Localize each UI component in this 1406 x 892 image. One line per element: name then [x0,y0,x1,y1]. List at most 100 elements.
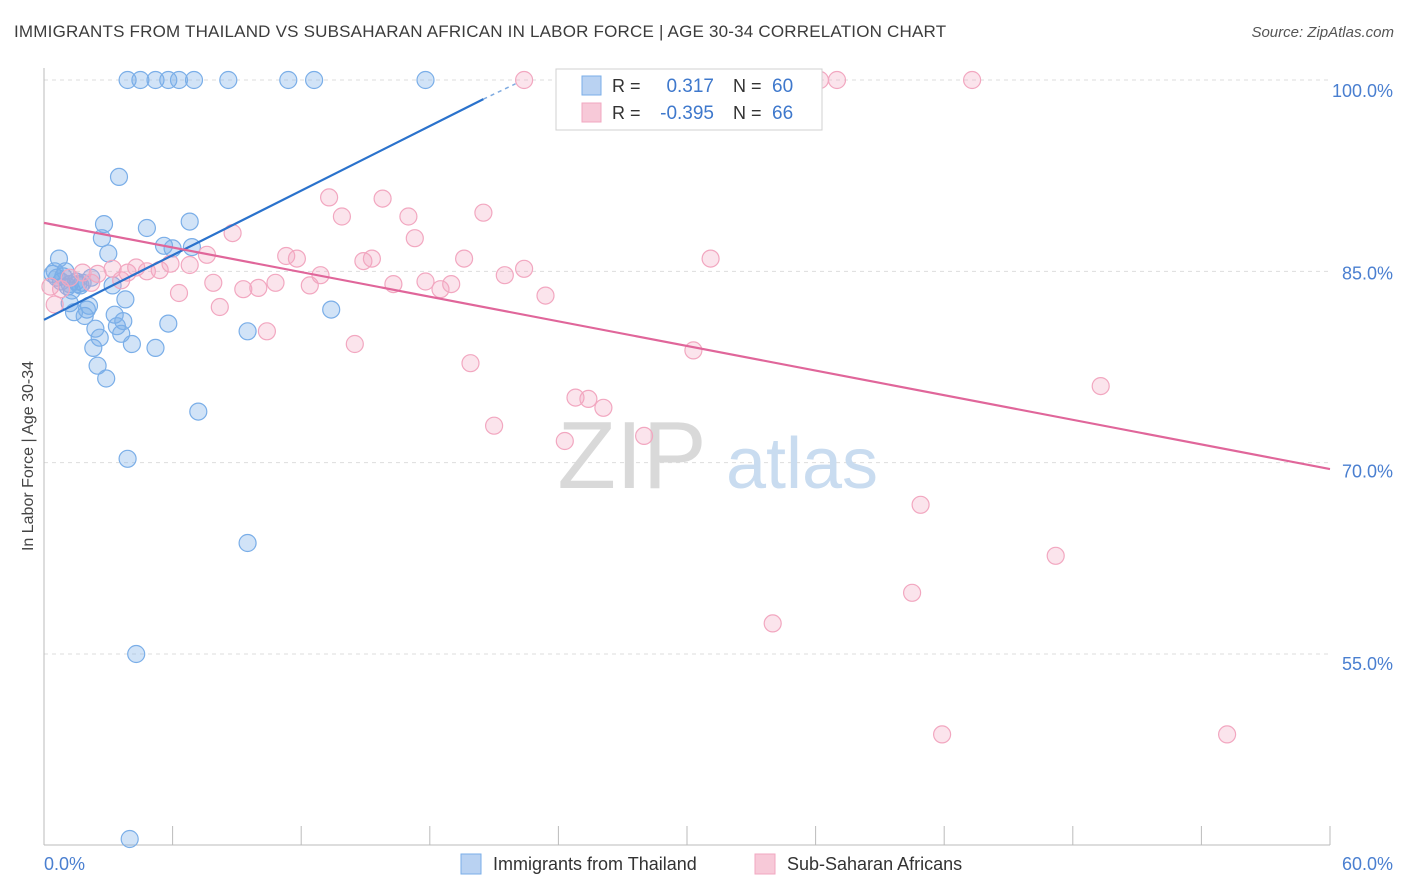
point-subsaharan-24 [277,246,296,266]
legend-swatch-subsaharan [754,853,776,875]
y-tick-label-2: 70.0% [1342,462,1393,482]
point-subsaharan-32 [362,249,381,268]
series-subsaharan-points [41,70,1237,744]
y-tick-label-3: 55.0% [1342,654,1393,674]
chart-source: Source: ZipAtlas.com [1251,24,1394,41]
y-tick-label-0: 100.0% [1332,81,1393,101]
point-thailand-20 [84,338,103,357]
point-subsaharan-59 [932,725,952,744]
point-subsaharan-13 [161,254,180,273]
trend-line-subsaharan [43,221,1331,471]
point-thailand-26 [97,369,116,388]
y-tick-label-1: 85.0% [1342,263,1393,283]
point-subsaharan-48 [555,431,574,451]
point-subsaharan-20 [234,280,253,299]
point-subsaharan-50 [579,389,598,408]
trend-lines [43,83,1331,471]
point-thailand-34 [116,290,135,309]
watermark: ZIP atlas [557,402,878,509]
point-subsaharan-61 [1046,546,1065,565]
point-subsaharan-51 [594,398,613,417]
point-thailand-42 [159,314,178,333]
point-thailand-48 [238,533,257,553]
point-subsaharan-53 [684,341,703,360]
point-subsaharan-39 [442,275,461,294]
point-subsaharan-41 [461,354,480,373]
point-subsaharan-55 [763,614,782,633]
point-subsaharan-35 [399,207,418,226]
stats-legend-r-value-thailand: 0.317 [666,76,714,97]
y-tick-labels: 100.0% 85.0% 70.0% 55.0% [1332,81,1393,674]
stats-legend-n-label-subsaharan: N = [733,103,762,123]
stats-legend-n-value-subsaharan: 66 [772,103,793,124]
point-subsaharan-54 [701,249,720,268]
chart-title: IMMIGRANTS FROM THAILAND VS SUBSAHARAN A… [14,22,947,41]
point-subsaharan-46 [514,70,534,90]
point-subsaharan-63 [1217,725,1237,744]
legend-label-thailand: Immigrants from Thailand [493,854,697,874]
point-subsaharan-47 [536,286,555,305]
point-thailand-54 [169,70,189,90]
point-thailand-59 [416,70,435,90]
point-subsaharan-49 [566,388,585,407]
point-thailand-57 [279,70,298,90]
point-thailand-37 [122,334,141,354]
stats-legend-n-value-thailand: 60 [772,76,793,97]
legend-swatch-thailand [460,853,482,875]
point-subsaharan-29 [332,207,351,226]
point-thailand-55 [184,70,204,90]
point-subsaharan-56 [827,70,847,90]
x-tick-label-min: 0.0% [44,854,85,874]
series-thailand-points [43,70,435,849]
point-thailand-47 [238,322,257,341]
point-subsaharan-37 [416,272,435,291]
point-thailand-56 [219,70,238,90]
point-thailand-25 [94,215,114,234]
point-thailand-33 [114,312,133,331]
point-subsaharan-44 [495,266,514,285]
point-subsaharan-45 [514,259,534,278]
point-thailand-44 [180,212,199,231]
point-subsaharan-17 [204,273,223,292]
point-thailand-49 [322,300,341,319]
point-subsaharan-5 [82,273,101,292]
stats-legend-swatch-thailand [581,75,602,96]
watermark-zip: ZIP [557,402,706,509]
series-legend: Immigrants from Thailand Sub-Saharan Afr… [460,853,962,875]
point-thailand-58 [305,70,324,90]
point-subsaharan-42 [474,203,493,222]
point-subsaharan-28 [320,188,339,207]
stats-legend-r-value-subsaharan: -0.395 [660,103,714,124]
point-thailand-22 [88,356,107,375]
point-subsaharan-1 [45,295,64,314]
stats-legend: R = 0.317 N = 60 R = -0.395 N = 66 [555,68,823,131]
point-thailand-51 [131,70,150,90]
point-subsaharan-23 [266,273,285,292]
point-thailand-23 [90,328,109,347]
point-thailand-27 [99,244,118,263]
point-thailand-52 [146,70,165,90]
y-axis-label: In Labor Force | Age 30-34 [20,361,37,551]
point-subsaharan-25 [287,249,306,268]
point-subsaharan-15 [180,255,199,275]
legend-label-subsaharan: Sub-Saharan Africans [787,854,962,874]
stats-legend-r-label-thailand: R = [612,76,641,96]
point-subsaharan-58 [911,495,930,514]
gridlines [44,79,1330,655]
point-thailand-39 [137,218,156,238]
stats-legend-r-label-subsaharan: R = [612,103,641,123]
point-subsaharan-14 [169,283,189,303]
point-thailand-46 [189,402,208,421]
point-subsaharan-33 [373,189,392,208]
point-subsaharan-30 [345,334,364,354]
point-subsaharan-40 [455,249,474,268]
point-thailand-50 [118,70,137,90]
point-thailand-35 [118,449,137,468]
point-subsaharan-18 [210,297,229,317]
x-tick-label-max: 60.0% [1342,854,1393,874]
point-subsaharan-43 [485,416,504,435]
point-subsaharan-21 [249,278,268,297]
trend-line-thailand-extension [483,83,516,100]
